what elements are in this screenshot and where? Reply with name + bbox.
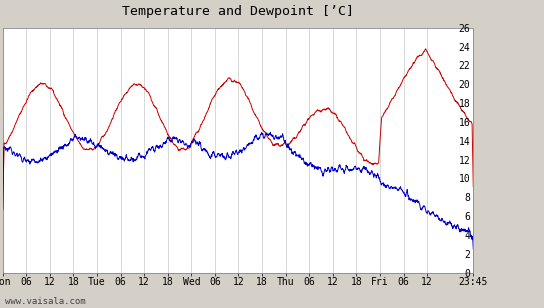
Text: Temperature and Dewpoint [’C]: Temperature and Dewpoint [’C] (122, 6, 354, 18)
Text: www.vaisala.com: www.vaisala.com (5, 298, 86, 306)
